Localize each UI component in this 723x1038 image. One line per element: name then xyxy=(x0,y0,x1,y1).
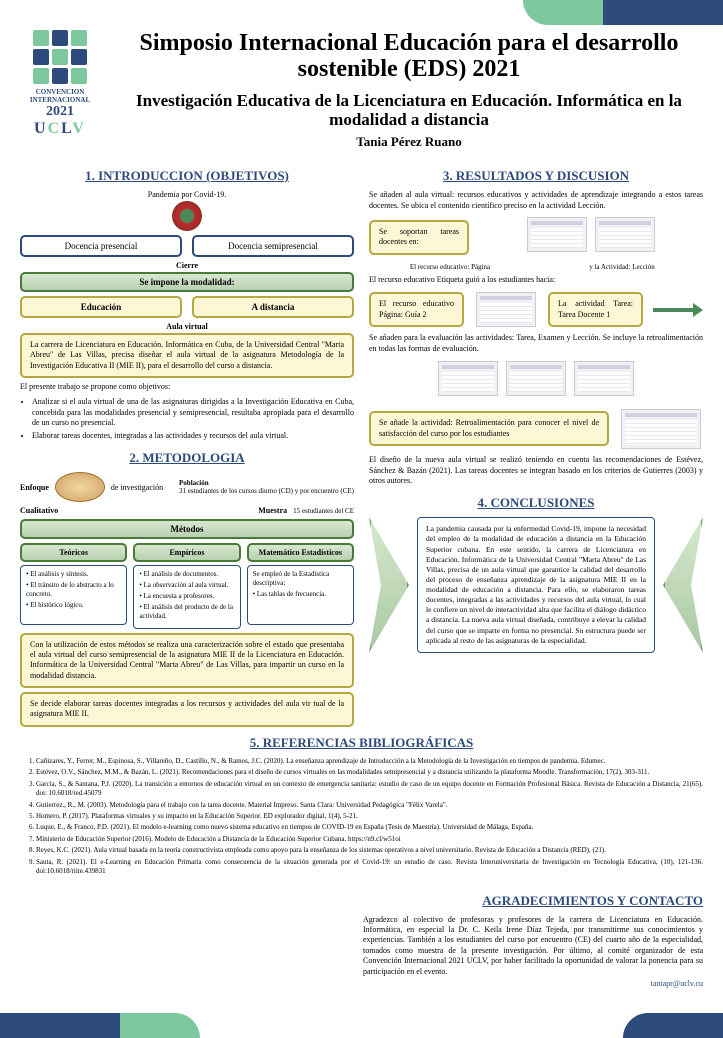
cualitativo-label: Cualitativo xyxy=(20,506,58,515)
objectives-intro: El presente trabajo se propone como obje… xyxy=(20,382,354,393)
teoricos-header: Teóricos xyxy=(20,543,127,562)
muestra-row: Cualitativo Muestra 15 estudiantes del C… xyxy=(20,506,354,515)
soportan-box: Se soportan tareas docentes en: xyxy=(369,220,469,255)
box-semipresencial: Docencia semipresencial xyxy=(192,235,354,257)
etiqueta-text: El recurso educativo Etiqueta guió a los… xyxy=(369,275,703,286)
contact-email: taniapr@uclv.cu xyxy=(363,979,703,988)
title-column: Simposio Internacional Educación para el… xyxy=(115,30,703,150)
logo-grid-icon xyxy=(33,30,87,84)
recurso-box: El recurso educativo Página: Guía 2 xyxy=(369,292,464,327)
conclusion-block: La pandemia causada por la enfermedad Co… xyxy=(369,517,703,653)
cierre-caption: Cierre xyxy=(20,261,354,270)
ref-5: Homero, P. (2017). Plataformas virtuales… xyxy=(36,812,703,821)
section-4-title: 4. CONCLUSIONES xyxy=(369,495,703,511)
screenshot-eval3-icon xyxy=(574,361,634,396)
ack-title: AGRADECIMIENTOS Y CONTACTO xyxy=(363,893,703,909)
enfoque-row: Enfoque de investigación Población 31 es… xyxy=(20,472,354,502)
conclusion-arrow-right-icon xyxy=(663,517,703,653)
logo-convention-label: CONVENCION INTERNACIONAL xyxy=(20,89,100,104)
box-educacion: Educación xyxy=(20,296,182,318)
main-title: Simposio Internacional Educación para el… xyxy=(115,30,703,83)
objective-1: Analizar si el aula virtual de una de la… xyxy=(32,397,354,429)
pandemic-caption: Pandemia por Covid-19. xyxy=(20,190,354,199)
section-1-title: 1. INTRODUCCION (OBJETIVOS) xyxy=(20,168,354,184)
pagina-label: El recurso educativo: Página xyxy=(369,263,531,271)
section-5-title: 5. REFERENCIAS BIBLIOGRÁFICAS xyxy=(20,735,703,751)
corner-decoration-bottom-right xyxy=(623,1013,723,1038)
screenshot-eval1-icon xyxy=(438,361,498,396)
methods-grid: Teóricos • El análisis y síntesis. • El … xyxy=(20,543,354,628)
aula-caption: Aula virtual xyxy=(20,322,354,331)
section-2-title: 2. METODOLOGIA xyxy=(20,450,354,466)
empiricos-box: • El análisis de documentos. • La observ… xyxy=(133,565,240,628)
metodos-header: Métodos xyxy=(20,519,354,539)
content-area: 1. INTRODUCCION (OBJETIVOS) Pandemia por… xyxy=(0,160,723,1038)
decide-box: Se decide elaborar tareas docentes integ… xyxy=(20,692,354,727)
references-list: Cañizares, Y., Ferrer, M., Espinosa, S.,… xyxy=(20,757,703,877)
sub-title: Investigación Educativa de la Licenciatu… xyxy=(115,91,703,130)
investigacion-label: de investigación xyxy=(111,483,163,492)
arrow-right-icon xyxy=(653,303,703,317)
box-distancia: A distancia xyxy=(192,296,354,318)
left-column: 1. INTRODUCCION (OBJETIVOS) Pandemia por… xyxy=(20,160,354,727)
screenshot-pagina-icon xyxy=(527,217,587,252)
covid-globe-icon xyxy=(172,201,202,231)
muestra-text: 15 estudiantes del CE xyxy=(293,507,354,515)
eval-text: Se añaden para la evaluación las activid… xyxy=(369,333,703,355)
enfoque-oval-icon xyxy=(55,472,105,502)
matematicos-box: Se empleó de la Estadística descriptiva:… xyxy=(247,565,354,625)
poblacion-label: Población xyxy=(179,479,209,487)
right-column: 3. RESULTADOS Y DISCUSION Se añaden al a… xyxy=(369,160,703,727)
ref-7: Ministerio de Educación Superior (2016).… xyxy=(36,835,703,844)
ref-9: Sauta, R. (2021). El e-Learning en Educa… xyxy=(36,858,703,877)
conclusion-arrow-left-icon xyxy=(369,517,409,653)
muestra-label: Muestra xyxy=(258,506,287,515)
screenshot-leccion-icon xyxy=(595,217,655,252)
retro-box: Se añade la actividad: Retroalimentación… xyxy=(369,411,609,446)
screenshot-guia-icon xyxy=(476,292,536,327)
impone-header: Se impone la modalidad: xyxy=(20,272,354,292)
matematicos-header: Matemático Estadísticos xyxy=(247,543,354,562)
empiricos-header: Empíricos xyxy=(133,543,240,562)
objective-2: Elaborar tareas docentes, integradas a l… xyxy=(32,431,354,442)
poblacion-text: 31 estudiantes de los cursos diurno (CD)… xyxy=(179,487,354,495)
logo-year: 2021 xyxy=(20,104,100,120)
ack-text: Agradezco al colectivo de profesoras y p… xyxy=(363,915,703,977)
logo-uclv: UCLV xyxy=(20,120,100,138)
ref-4: Gutierrez., R., M. (2003). Metodología p… xyxy=(36,801,703,810)
screenshot-retro-icon xyxy=(621,409,701,449)
box-presencial: Docencia presencial xyxy=(20,235,182,257)
ref-1: Cañizares, Y., Ferrer, M., Espinosa, S.,… xyxy=(36,757,703,766)
results-intro: Se añaden al aula virtual: recursos educ… xyxy=(369,190,703,212)
conclusion-text: La pandemia causada por la enfermedad Co… xyxy=(417,517,655,653)
author-name: Tania Pérez Ruano xyxy=(115,134,703,150)
ref-8: Reyes, K.C. (2021). Aula virtual basada … xyxy=(36,846,703,855)
poster-page: CONVENCION INTERNACIONAL 2021 UCLV Simpo… xyxy=(0,0,723,1038)
tarea-box: La actividad Tarea: Tarea Docente 1 xyxy=(548,292,643,327)
corner-decoration-top xyxy=(523,0,723,25)
teoricos-box: • El análisis y síntesis. • El tránsito … xyxy=(20,565,127,625)
enfoque-label: Enfoque xyxy=(20,483,49,492)
logo-column: CONVENCION INTERNACIONAL 2021 UCLV xyxy=(20,30,100,138)
screenshot-eval2-icon xyxy=(506,361,566,396)
section-3-title: 3. RESULTADOS Y DISCUSION xyxy=(369,168,703,184)
ref-6: Luque, E., & Franco, P.D. (2021). El mod… xyxy=(36,823,703,832)
methods-summary-box: Con la utilización de estos métodos se r… xyxy=(20,633,354,689)
design-text: El diseño de la nueva aula virtual se re… xyxy=(369,455,703,487)
career-box: La carrera de Licenciatura en Educación.… xyxy=(20,333,354,378)
ref-2: Estévez, O.V., Sánchez, M.M., & Bazán, L… xyxy=(36,768,703,777)
corner-decoration-bottom-left xyxy=(0,1013,200,1038)
ref-3: García, S., & Santana, P.J. (2020). La t… xyxy=(36,780,703,799)
leccion-label: y la Actividad: Lección xyxy=(541,263,703,271)
objectives-list: Analizar si el aula virtual de una de la… xyxy=(20,397,354,442)
